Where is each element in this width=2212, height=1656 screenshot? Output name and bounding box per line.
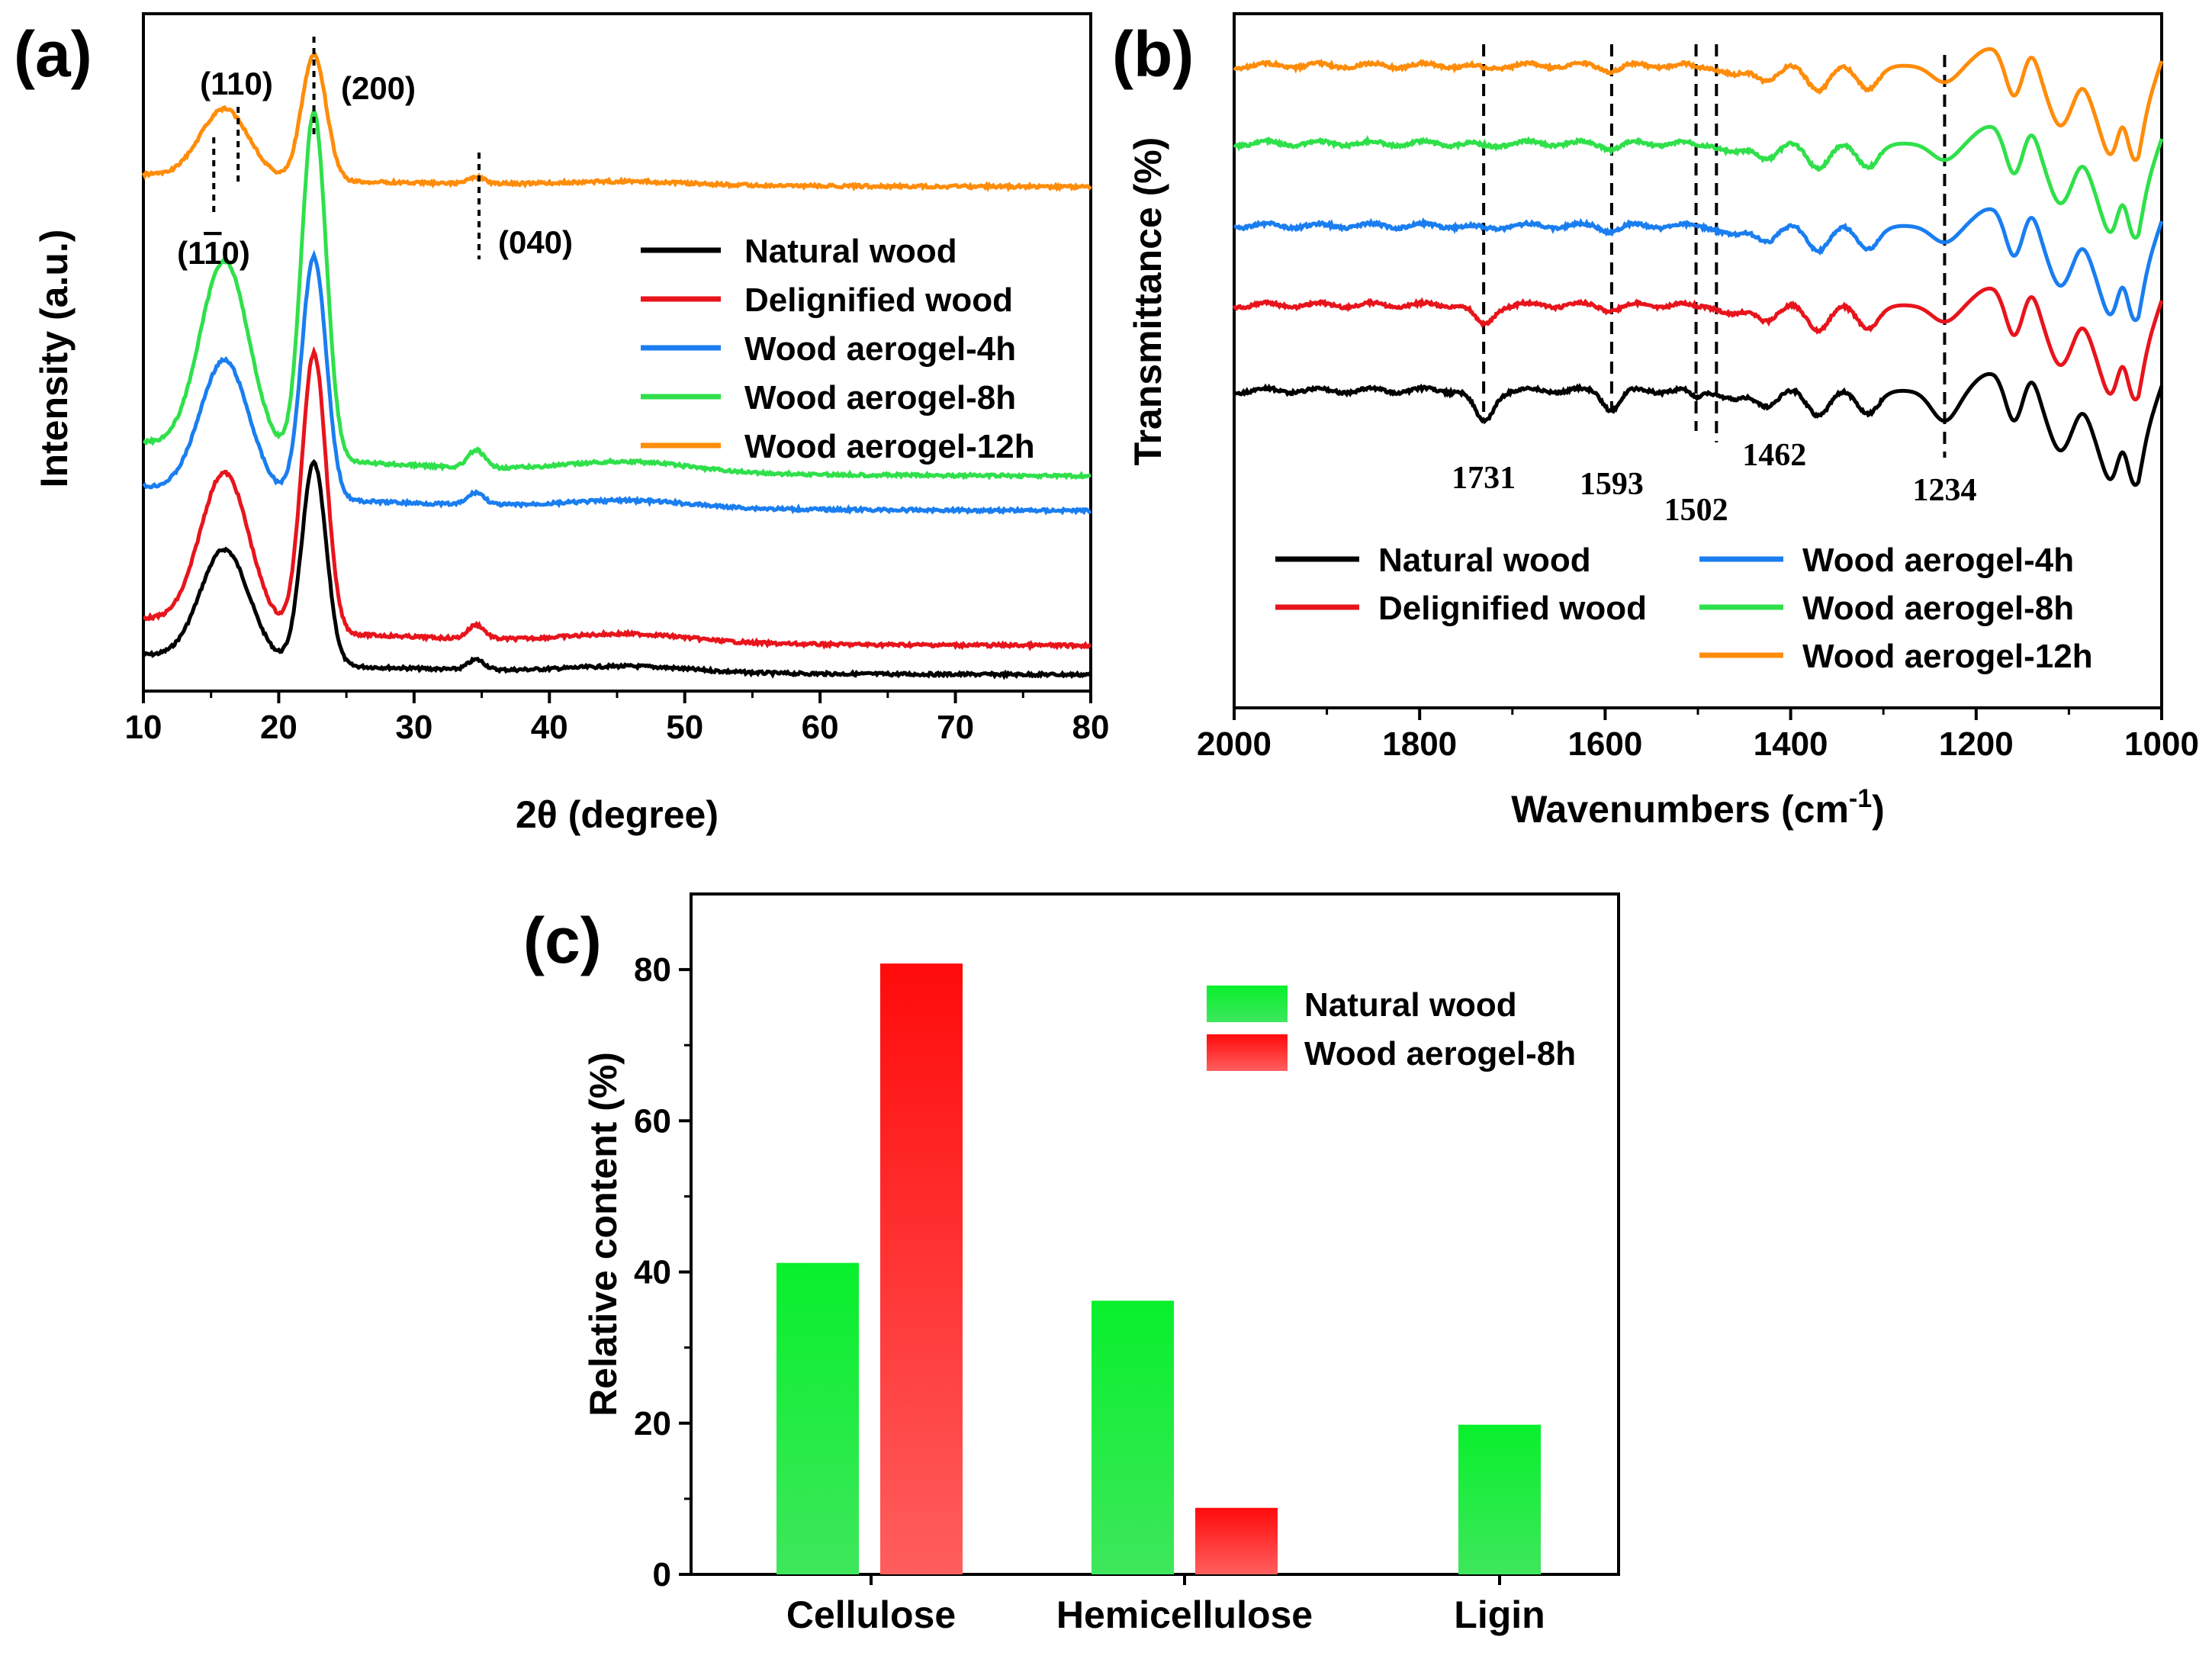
panel-c-legend: Natural wood Wood aerogel-8h (1207, 986, 1576, 1072)
x-tick-label: 20 (260, 709, 297, 746)
panel-b-label: (b) (1112, 18, 1194, 90)
panel-c-bar: (c) 0 20 40 60 80 Cellulose Hemicellulose Ligi… (523, 892, 1620, 1636)
panel-b-x-axis-label-main: Wavenumbers (cm (1511, 788, 1849, 831)
panel-a-label: (a) (14, 18, 92, 90)
panel-a-peak-markers: (110) (200) (110) (040) (177, 37, 573, 271)
xrd-series-line (143, 458, 1092, 680)
band-label: 1462 (1742, 438, 1806, 473)
peak-label-part: (1 (177, 235, 205, 271)
panel-a-x-ticks: 10 20 30 40 50 60 70 80 (125, 691, 1110, 746)
panel-c-label: (c) (523, 905, 602, 976)
panel-a-x-axis-label: 2θ (degree) (516, 793, 719, 836)
band-label: 1502 (1664, 493, 1728, 528)
band-label: 1731 (1452, 461, 1516, 496)
xrd-series-line (143, 346, 1092, 652)
x-tick-label: 40 (531, 709, 568, 746)
legend-label: Delignified wood (744, 281, 1013, 319)
peak-label-200: (200) (341, 70, 416, 106)
x-tick-label: 30 (395, 709, 432, 746)
bar (776, 1262, 859, 1574)
band-label: 1234 (1912, 473, 1976, 508)
peak-label-110: (110) (200, 66, 273, 101)
panel-b-x-axis-label: Wavenumbers (cm-1) (1511, 784, 1885, 831)
y-tick-label: 40 (634, 1254, 671, 1291)
panel-a-series (141, 52, 1092, 680)
x-tick-label: 50 (666, 709, 703, 746)
category-label: Hemicellulose (1056, 1593, 1313, 1636)
peak-label-1-10: (110) (177, 235, 250, 271)
panel-b-x-axis-label-tail: ) (1872, 788, 1885, 831)
band-label: 1593 (1580, 467, 1644, 502)
bar (1092, 1301, 1174, 1574)
legend-label: Delignified wood (1378, 590, 1647, 627)
panel-b-legend: Natural wood Delignified wood Wood aerogel… (1275, 542, 2093, 675)
bar (880, 963, 963, 1574)
ftir-series-line (1233, 47, 2164, 162)
x-tick-label: 1400 (1754, 725, 1828, 763)
ftir-series-line (1233, 124, 2164, 240)
legend-label: Wood aerogel-8h (1802, 590, 2074, 627)
x-tick-label: 60 (802, 709, 839, 746)
bar (1458, 1424, 1541, 1574)
peak-label-040: (040) (498, 224, 573, 260)
category-label: Ligin (1454, 1593, 1545, 1636)
category-label: Cellulose (786, 1593, 956, 1636)
legend-label: Wood aerogel-12h (1802, 638, 2093, 675)
legend-label: Wood aerogel-4h (744, 330, 1016, 368)
panel-a-legend: Natural wood Delignified wood Wood aerogel… (641, 233, 1035, 465)
ftir-series-line (1232, 286, 2164, 402)
x-tick-label: 1200 (1939, 725, 2014, 763)
panel-c-y-ticks: 0 20 40 60 80 (634, 951, 691, 1593)
peak-label-part: 0) (222, 235, 250, 271)
panel-b-y-axis-label: Transmittance (%) (1127, 137, 1169, 466)
panel-c-y-axis-label: Relative content (%) (582, 1052, 625, 1416)
legend-label: Wood aerogel-12h (744, 428, 1035, 465)
x-tick-label: 2000 (1197, 725, 1272, 763)
legend-label: Wood aerogel-8h (1304, 1035, 1576, 1072)
panel-c-bars (776, 963, 1541, 1574)
legend-swatch (1207, 986, 1288, 1022)
y-tick-label: 20 (634, 1405, 671, 1442)
xrd-series-line (143, 105, 1092, 481)
panel-b-x-axis-label-sup: -1 (1849, 784, 1872, 813)
peak-label-bar-digit: 1 (204, 235, 221, 271)
panel-b-series (1232, 47, 2164, 487)
x-tick-label: 1800 (1382, 725, 1457, 763)
panel-b-ftir: (b) 2000 1800 1600 1400 1200 1000 1731 1593 150… (1112, 12, 2199, 831)
panel-b-band-markers: 1731 1593 1502 1462 1234 (1452, 44, 1976, 528)
ftir-series-line (1233, 371, 2164, 487)
legend-swatch (1207, 1034, 1288, 1071)
legend-label: Natural wood (1378, 542, 1591, 579)
xrd-series-line (141, 52, 1092, 192)
bar (1195, 1507, 1278, 1574)
ftir-series-line (1233, 207, 2164, 323)
x-tick-label: 80 (1072, 709, 1110, 746)
y-tick-label: 80 (634, 951, 671, 989)
panel-b-x-ticks: 2000 1800 1600 1400 1200 1000 (1197, 708, 2199, 763)
x-tick-label: 1000 (2124, 725, 2199, 763)
panel-a-xrd: (a) 10 20 30 40 50 60 70 80 (110) (200) (110) (040… (14, 12, 1110, 836)
legend-label: Wood aerogel-4h (1802, 542, 2074, 579)
xrd-series-line (142, 249, 1092, 516)
legend-label: Wood aerogel-8h (744, 379, 1016, 416)
y-tick-label: 60 (634, 1102, 671, 1140)
legend-label: Natural wood (1304, 986, 1517, 1024)
y-tick-label: 0 (653, 1556, 671, 1593)
panel-a-y-axis-label: Intensity (a.u.) (33, 230, 76, 488)
x-tick-label: 70 (937, 709, 974, 746)
x-tick-label: 1600 (1567, 725, 1642, 763)
x-tick-label: 10 (125, 709, 162, 746)
legend-label: Natural wood (744, 233, 957, 270)
panel-c-categories: Cellulose Hemicellulose Ligin (786, 1574, 1545, 1636)
